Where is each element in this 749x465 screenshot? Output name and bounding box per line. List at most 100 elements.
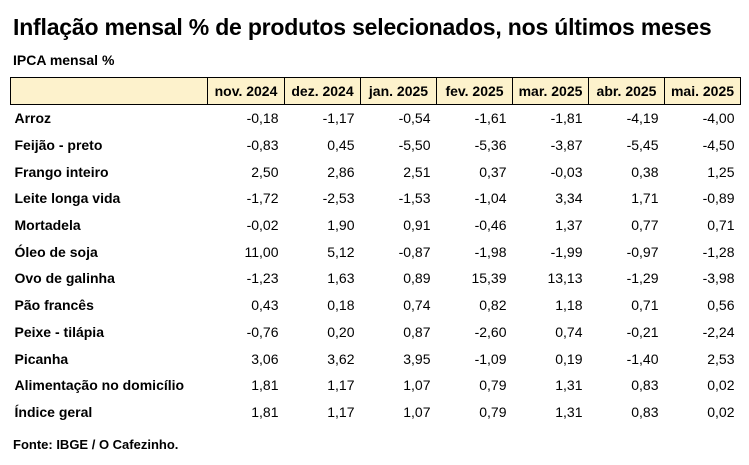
row-label: Peixe - tilápia [14,323,104,340]
row-label: Frango inteiro [14,163,109,180]
table-row: Feijão - preto -0,83 0,45 -5,50 -5,36 -3,87 -5… [11,132,741,159]
row-label: Picanha [14,350,69,367]
column-header: mar. 2025 [512,77,589,105]
value-cell: 0,83 [631,377,659,394]
table-row: Ovo de galinha -1,23 1,63 0,89 15,39 13,13 -1,… [11,265,741,292]
value-cell: 0,02 [707,377,735,394]
value-cell: 1,71 [631,190,659,207]
value-cell: 2,50 [251,163,279,180]
value-cell: 1,25 [707,163,735,180]
value-cell: 0,79 [479,377,507,394]
source-note: Fonte: IBGE / O Cafezinho. [13,437,179,452]
header-corner [10,77,208,105]
value-cell: -4,00 [702,110,735,127]
value-cell: -0,18 [246,110,279,127]
table-row: Pão francês 0,43 0,18 0,74 0,82 1,18 0,71 0,56 [11,292,741,319]
value-cell: -2,53 [322,190,355,207]
value-cell: 0,83 [631,403,659,420]
value-cell: 2,53 [707,350,735,367]
row-label: Óleo de soja [14,243,98,260]
value-cell: 0,71 [631,297,659,314]
value-cell: -1,28 [702,243,735,260]
value-cell: 0,79 [479,403,507,420]
table-row: Mortadela -0,02 1,90 0,91 -0,46 1,37 0,77 0,71 [11,212,741,239]
table-row: Arroz -0,18 -1,17 -0,54 -1,61 -1,81 -4,19 -4,00 [11,105,741,132]
value-cell: 2,51 [403,163,431,180]
value-cell: -2,24 [702,323,735,340]
column-header: dez. 2024 [284,77,361,105]
value-cell: -0,21 [626,323,659,340]
value-cell: 0,82 [479,297,507,314]
value-cell: 0,38 [631,163,659,180]
value-cell: 3,06 [251,350,279,367]
row-label: Índice geral [14,403,93,420]
value-cell: 0,91 [403,217,431,234]
value-cell: 0,43 [251,297,279,314]
value-cell: 1,07 [403,377,431,394]
value-cell: 0,45 [327,137,355,154]
value-cell: 2,86 [327,163,355,180]
row-label: Alimentação no domicílio [14,377,185,394]
value-cell: -1,72 [246,190,279,207]
column-header: fev. 2025 [436,77,513,105]
value-cell: 0,20 [327,323,355,340]
value-cell: 1,81 [251,403,279,420]
value-cell: -1,17 [322,110,355,127]
value-cell: -5,50 [398,137,431,154]
table-title: Inflação mensal % de produtos selecionad… [13,14,712,40]
value-cell: -2,60 [474,323,507,340]
value-cell: -0,76 [246,323,279,340]
value-cell: 1,31 [555,403,583,420]
value-cell: 0,19 [555,350,583,367]
value-cell: 0,02 [707,403,735,420]
value-cell: -1,61 [474,110,507,127]
value-cell: 3,95 [403,350,431,367]
value-cell: -1,23 [246,270,279,287]
value-cell: 15,39 [471,270,507,287]
value-cell: -5,36 [474,137,507,154]
value-cell: -1,99 [550,243,583,260]
value-cell: -0,89 [702,190,735,207]
value-cell: -1,53 [398,190,431,207]
value-cell: -1,98 [474,243,507,260]
value-cell: -5,45 [626,137,659,154]
value-cell: 1,18 [555,297,583,314]
row-label: Feijão - preto [14,137,103,154]
value-cell: 3,34 [555,190,583,207]
column-header: nov. 2024 [207,77,285,105]
value-cell: 1,37 [555,217,583,234]
column-header: abr. 2025 [588,77,665,105]
value-cell: 0,37 [479,163,507,180]
value-cell: 0,56 [707,297,735,314]
value-cell: 5,12 [327,243,355,260]
table-body: Arroz -0,18 -1,17 -0,54 -1,61 -1,81 -4,19 -4,00… [11,105,741,426]
value-cell: -0,83 [246,137,279,154]
value-cell: -4,50 [702,137,735,154]
value-cell: -1,81 [550,110,583,127]
table-row: Picanha 3,06 3,62 3,95 -1,09 0,19 -1,40 2,53 [11,345,741,372]
row-label: Arroz [14,110,52,127]
value-cell: 1,31 [555,377,583,394]
value-cell: -1,40 [626,350,659,367]
value-cell: 0,87 [403,323,431,340]
value-cell: -3,87 [550,137,583,154]
table-row: Alimentação no domicílio 1,81 1,17 1,07 0,79… [11,372,741,399]
value-cell: 11,00 [244,243,279,260]
column-header: jan. 2025 [360,77,437,105]
value-cell: 1,81 [251,377,279,394]
value-cell: 0,74 [403,297,431,314]
value-cell: -0,46 [474,217,507,234]
value-cell: -0,97 [626,243,659,260]
value-cell: -4,19 [626,110,659,127]
value-cell: -1,09 [474,350,507,367]
table-row: Leite longa vida -1,72 -2,53 -1,53 -1,04 3,34… [11,185,741,212]
value-cell: -0,03 [550,163,583,180]
value-cell: 0,74 [555,323,583,340]
table-row: Índice geral 1,81 1,17 1,07 0,79 1,31 0,83 0,02 [11,399,741,426]
row-label: Pão francês [14,297,94,314]
value-cell: 1,17 [327,377,355,394]
value-cell: 0,77 [631,217,659,234]
row-label: Ovo de galinha [14,270,115,287]
value-cell: -0,54 [398,110,431,127]
row-label: Mortadela [14,217,81,234]
